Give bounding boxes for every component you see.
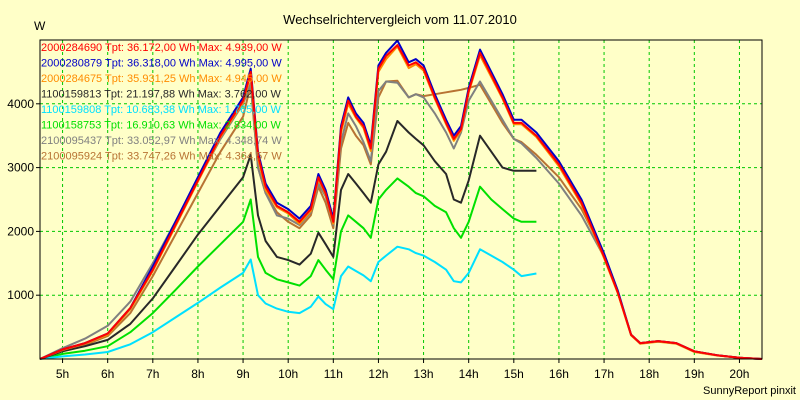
y-tick-label: 1000 (7, 288, 34, 302)
chart-title: Wechselrichtervergleich vom 11.07.2010 (283, 12, 517, 27)
x-tick-label: 19h (684, 367, 704, 381)
x-tick-label: 13h (414, 367, 434, 381)
series-line-1100159808 (39, 245, 537, 360)
footer-credit: SunnyReport pinxit (703, 385, 796, 397)
series-line-2000284690 (39, 44, 763, 360)
legend-entry-2000284675: 2000284675 Tpt: 35.931,25 Wh Max: 4.945,… (41, 73, 282, 85)
legend-entry-1100158753: 1100158753 Tpt: 16.910,63 Wh Max: 2.834,… (41, 120, 282, 132)
series-line-2000280879 (39, 39, 763, 360)
x-tick-label: 12h (368, 367, 388, 381)
x-tick-label: 9h (236, 367, 249, 381)
legend-entry-2000284690: 2000284690 Tpt: 36.172,00 Wh Max: 4.939,… (41, 42, 282, 54)
y-tick-label: 2000 (7, 224, 34, 238)
legend-entry-2100095437: 2100095437 Tpt: 33.052,97 Wh Max: 4.348,… (41, 135, 282, 147)
x-tick-label: 14h (459, 367, 479, 381)
legend-entry-1100159808: 1100159808 Tpt: 10.683,38 Wh Max: 1.765,… (41, 104, 282, 116)
legend-entry-2100095924: 2100095924 Tpt: 33.747,26 Wh Max: 4.364,… (41, 151, 282, 163)
x-tick-label: 11h (324, 367, 343, 381)
x-tick-label: 15h (504, 367, 524, 381)
x-tick-label: 17h (594, 367, 614, 381)
series-line-1100158753 (39, 177, 537, 360)
plot-area: 5h 6h 7h 8h 9h 10h 11h 12h 13h 14h 15h 16h 17h 18h 19h… (7, 39, 763, 381)
x-tick-label: 5h (56, 367, 69, 381)
x-tick-label: 20h (729, 367, 749, 381)
x-tick-label: 16h (549, 367, 569, 381)
x-tick-label: 7h (146, 367, 159, 381)
plot-frame (39, 39, 763, 360)
x-tick-label: 18h (639, 367, 659, 381)
y-axis-label: W (34, 19, 46, 33)
y-tick-label: 3000 (7, 161, 34, 175)
legend-entry-2000280879: 2000280879 Tpt: 36.318,00 Wh Max: 4.995,… (41, 58, 282, 70)
x-tick-label: 8h (191, 367, 204, 381)
legend: 2000284690 Tpt: 36.172,00 Wh Max: 4.939,… (41, 42, 282, 163)
y-tick-label: 4000 (7, 97, 34, 111)
x-tick-label: 6h (101, 367, 114, 381)
series-line-1100159813 (39, 120, 537, 360)
legend-entry-1100159813: 1100159813 Tpt: 21.197,88 Wh Max: 3.762,… (41, 89, 282, 101)
x-tick-label: 10h (278, 367, 298, 381)
